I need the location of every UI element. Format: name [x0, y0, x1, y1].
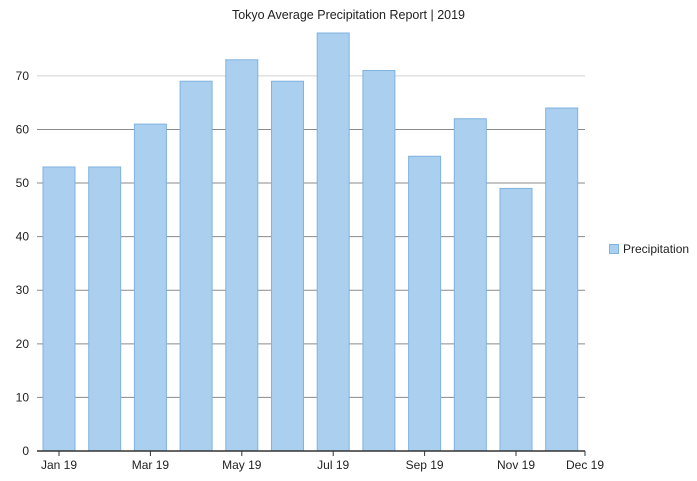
legend[interactable]: Precipitation — [609, 242, 689, 256]
y-tick-label: 0 — [22, 444, 29, 458]
x-tick-label: May 19 — [222, 458, 262, 472]
x-tick-label: Sep 19 — [406, 458, 444, 472]
legend-swatch — [609, 244, 619, 254]
x-tick-label: Mar 19 — [132, 458, 170, 472]
y-tick-label: 20 — [16, 337, 30, 351]
bar-jan-19 — [42, 166, 76, 452]
y-tick-label: 60 — [16, 122, 30, 136]
bar-aug-19 — [362, 70, 396, 452]
bar-jun-19 — [271, 80, 304, 452]
bar-nov-19 — [499, 187, 533, 452]
y-tick-label: 50 — [16, 176, 30, 190]
y-tick-label: 30 — [16, 283, 30, 297]
x-tick-label: Jul 19 — [317, 458, 349, 472]
x-tick-label: Dec 19 — [566, 458, 604, 472]
x-tick-label: Jan 19 — [41, 458, 77, 472]
bar-may-19 — [225, 59, 259, 452]
y-tick-label: 40 — [16, 230, 30, 244]
bar-feb-19 — [88, 166, 122, 452]
legend-label: Precipitation — [623, 242, 690, 256]
bar-jul-19 — [316, 32, 350, 452]
bar-sep-19 — [408, 155, 442, 452]
x-tick-label: Nov 19 — [497, 458, 535, 472]
bar-apr-19 — [179, 80, 213, 452]
bar-mar-19 — [133, 123, 167, 452]
chart-title: Tokyo Average Precipitation Report | 201… — [231, 8, 466, 22]
bar-dec-19 — [545, 107, 579, 452]
bar-oct-19 — [453, 118, 487, 452]
y-tick-label: 70 — [16, 69, 30, 83]
y-tick-label: 10 — [16, 390, 30, 404]
